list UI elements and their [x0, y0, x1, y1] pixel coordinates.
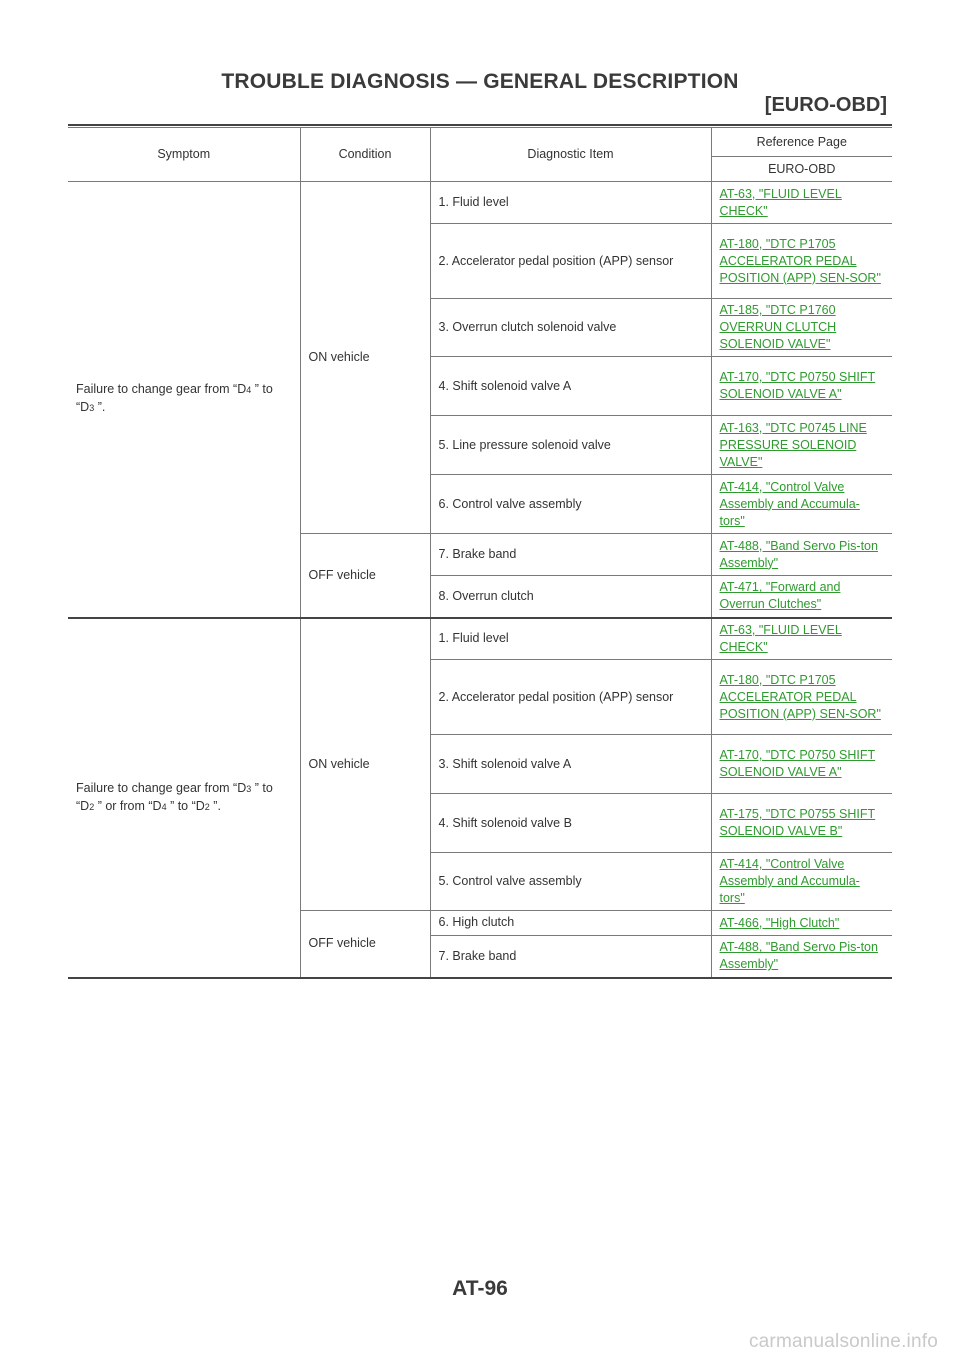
watermark[interactable]: carmanualsonline.info	[748, 1331, 938, 1352]
diagnosis-table: Symptom Condition Diagnostic Item Refere…	[68, 127, 892, 979]
diagnostic-item: 5. Control valve assembly	[430, 852, 712, 911]
header-reference-page: Reference Page	[710, 127, 892, 157]
reference-cell: AT-180, "DTC P1705 ACCELERATOR PEDAL POS…	[710, 223, 892, 299]
gear-number: 4	[246, 385, 252, 396]
reference-cell: AT-180, "DTC P1705 ACCELERATOR PEDAL POS…	[710, 659, 892, 735]
reference-cell: AT-414, "Control Valve Assembly and Accu…	[710, 852, 892, 911]
diagnostic-item: 3. Overrun clutch solenoid valve	[430, 298, 712, 357]
reference-cell: AT-63, "FLUID LEVEL CHECK"	[710, 617, 892, 660]
condition-off-vehicle: OFF vehicle	[300, 533, 431, 618]
reference-cell: AT-414, "Control Valve Assembly and Accu…	[710, 474, 892, 534]
diagnostic-item: 4. Shift solenoid valve A	[430, 356, 712, 416]
diagnostic-item: 1. Fluid level	[429, 181, 712, 224]
condition-off-vehicle: OFF vehicle	[300, 910, 431, 978]
reference-link[interactable]: AT-63, "FLUID LEVEL CHECK"	[719, 622, 842, 654]
symptom-text: ” to “D	[76, 780, 273, 813]
diagnostic-item: 4. Shift solenoid valve B	[430, 793, 712, 853]
diagnostic-item: 7. Brake band	[430, 935, 712, 978]
reference-link[interactable]: AT-185, "DTC P1760 OVERRUN CLUTCH SOLENO…	[719, 303, 837, 351]
symptom-cell: Failure to change gear from “D4 ” to “D3…	[68, 181, 301, 618]
reference-link[interactable]: AT-414, "Control Valve Assembly and Accu…	[719, 857, 860, 905]
diagnostic-item: 8. Overrun clutch	[430, 575, 712, 618]
reference-link[interactable]: AT-180, "DTC P1705 ACCELERATOR PEDAL POS…	[719, 672, 881, 721]
group-2: Failure to change gear from “D3 ” to “D2…	[68, 617, 892, 978]
reference-cell: AT-63, "FLUID LEVEL CHECK"	[710, 181, 892, 224]
reference-cell: AT-185, "DTC P1760 OVERRUN CLUTCH SOLENO…	[710, 298, 892, 357]
reference-cell: AT-471, "Forward and Overrun Clutches"	[710, 575, 892, 618]
symptom-text: ” to “D	[166, 798, 205, 813]
gear-number: 4	[161, 801, 167, 812]
section-tag: [EURO-OBD]	[764, 94, 887, 116]
top-rule	[68, 124, 892, 126]
reference-cell: AT-163, "DTC P0745 LINE PRESSURE SOLENOI…	[710, 415, 892, 475]
reference-link[interactable]: AT-488, "Band Servo Pis-ton Assembly"	[719, 940, 878, 972]
page-number: AT-96	[452, 1277, 508, 1300]
diagnostic-item: 6. High clutch	[429, 910, 712, 936]
gear-number: 3	[246, 783, 252, 794]
condition-on-vehicle: ON vehicle	[299, 617, 431, 911]
reference-link[interactable]: AT-63, "FLUID LEVEL CHECK"	[719, 186, 842, 218]
header-euro-obd: EURO-OBD	[711, 156, 892, 182]
reference-cell: AT-175, "DTC P0755 SHIFT SOLENOID VALVE …	[710, 793, 892, 853]
gear-number: 2	[89, 801, 95, 812]
reference-cell: AT-170, "DTC P0750 SHIFT SOLENOID VALVE …	[710, 734, 892, 794]
diagnostic-item: 1. Fluid level	[429, 617, 712, 660]
gear-number: 2	[204, 801, 210, 812]
reference-link[interactable]: AT-170, "DTC P0750 SHIFT SOLENOID VALVE …	[719, 748, 876, 779]
reference-cell: AT-488, "Band Servo Pis-ton Assembly"	[710, 533, 892, 576]
diagnostic-item: 3. Shift solenoid valve A	[430, 734, 712, 794]
condition-on-vehicle: ON vehicle	[299, 181, 431, 534]
gear-number: 3	[89, 403, 95, 414]
symptom-text: ” or from “D	[94, 798, 162, 813]
symptom-text: ”.	[209, 798, 221, 813]
diagnostic-item: 2. Accelerator pedal position (APP) sens…	[430, 223, 712, 299]
header-diagnostic-item: Diagnostic Item	[429, 127, 712, 182]
reference-link[interactable]: AT-180, "DTC P1705 ACCELERATOR PEDAL POS…	[719, 236, 881, 285]
reference-link[interactable]: AT-163, "DTC P0745 LINE PRESSURE SOLENOI…	[719, 420, 867, 469]
diagnostic-item: 5. Line pressure solenoid valve	[430, 415, 712, 475]
reference-link[interactable]: AT-488, "Band Servo Pis-ton Assembly"	[719, 538, 878, 570]
page-title: TROUBLE DIAGNOSIS — GENERAL DESCRIPTION	[221, 70, 739, 93]
symptom-text: ”.	[94, 400, 106, 415]
reference-cell: AT-466, "High Clutch"	[710, 910, 892, 936]
reference-link[interactable]: AT-471, "Forward and Overrun Clutches"	[719, 580, 841, 612]
reference-link[interactable]: AT-414, "Control Valve Assembly and Accu…	[719, 479, 860, 528]
reference-link[interactable]: AT-466, "High Clutch"	[719, 915, 840, 930]
reference-cell: AT-488, "Band Servo Pis-ton Assembly"	[710, 935, 892, 978]
diagnostic-item: 2. Accelerator pedal position (APP) sens…	[430, 659, 712, 735]
symptom-cell: Failure to change gear from “D3 ” to “D2…	[68, 617, 301, 978]
diagnostic-item: 6. Control valve assembly	[430, 474, 712, 534]
symptom-text: ” to “D	[76, 382, 273, 415]
header-condition: Condition	[299, 127, 431, 182]
header-symptom: Symptom	[68, 127, 301, 182]
reference-cell: AT-170, "DTC P0750 SHIFT SOLENOID VALVE …	[710, 356, 892, 416]
symptom-text: Failure to change gear from “D	[76, 382, 247, 397]
reference-link[interactable]: AT-170, "DTC P0750 SHIFT SOLENOID VALVE …	[719, 370, 876, 401]
diagnostic-item: 7. Brake band	[429, 533, 712, 576]
group-1: Failure to change gear from “D4 ” to “D3…	[68, 181, 892, 618]
symptom-text: Failure to change gear from “D	[76, 780, 247, 795]
reference-link[interactable]: AT-175, "DTC P0755 SHIFT SOLENOID VALVE …	[719, 807, 876, 838]
